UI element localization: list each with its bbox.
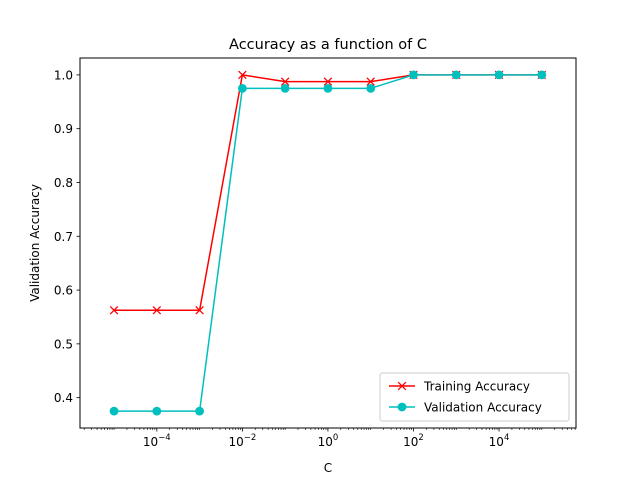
data-point: [237, 83, 247, 93]
legend-marker: [397, 381, 407, 391]
legend-box: [379, 372, 570, 422]
y-tick-label: 1.0: [54, 68, 73, 82]
data-point: [280, 77, 290, 86]
data-point: [409, 70, 418, 80]
data-point: [451, 70, 461, 80]
data-point: [152, 305, 162, 315]
data-point: [366, 77, 375, 86]
data-point: [494, 70, 504, 80]
data-point: [323, 77, 333, 86]
series-line: [114, 74, 542, 311]
y-tick-label: 0.8: [54, 176, 73, 190]
data-point: [152, 406, 162, 416]
legend-marker: [397, 402, 407, 412]
data-point: [195, 305, 204, 315]
legend-entry: Validation Accuracy: [389, 401, 542, 415]
data-point: [366, 83, 376, 93]
x-tick-label: 10−4: [143, 433, 171, 449]
y-axis-title: Validation Accuracy: [28, 184, 42, 302]
series-layer: [109, 70, 547, 416]
legend-label: Validation Accuracy: [424, 401, 542, 415]
y-tick-label: 0.9: [54, 122, 73, 136]
data-point: [323, 83, 333, 93]
x-tick-label: 102: [403, 433, 424, 449]
data-point: [280, 83, 290, 93]
y-tick-label: 0.7: [54, 230, 73, 244]
y-axis-ticks: 0.4 0.5 0.6 0.7 0.8 0.9 1.0: [54, 68, 80, 405]
data-point: [537, 70, 547, 80]
data-point: [238, 70, 247, 80]
x-tick-label: 100: [318, 433, 339, 449]
y-tick-label: 0.5: [54, 337, 73, 351]
legend-label: Training Accuracy: [423, 380, 530, 394]
legend-entry: Training Accuracy: [389, 380, 530, 394]
data-point: [195, 406, 204, 416]
series-validation: [109, 70, 547, 416]
series-training: [109, 70, 547, 315]
series-line: [114, 74, 542, 412]
x-axis-title: C: [324, 461, 332, 475]
chart-title: Accuracy as a function of C: [229, 37, 427, 53]
y-tick-label: 0.6: [54, 284, 73, 298]
data-point: [109, 406, 119, 416]
x-axis-ticks: 10−4 10−2 100 102 104: [83, 428, 576, 449]
x-tick-label: 104: [489, 433, 510, 449]
y-tick-label: 0.4: [54, 391, 73, 405]
legend: Training Accuracy Validation Accuracy: [379, 372, 570, 422]
x-tick-label: 10−2: [228, 433, 256, 449]
data-point: [109, 305, 119, 315]
